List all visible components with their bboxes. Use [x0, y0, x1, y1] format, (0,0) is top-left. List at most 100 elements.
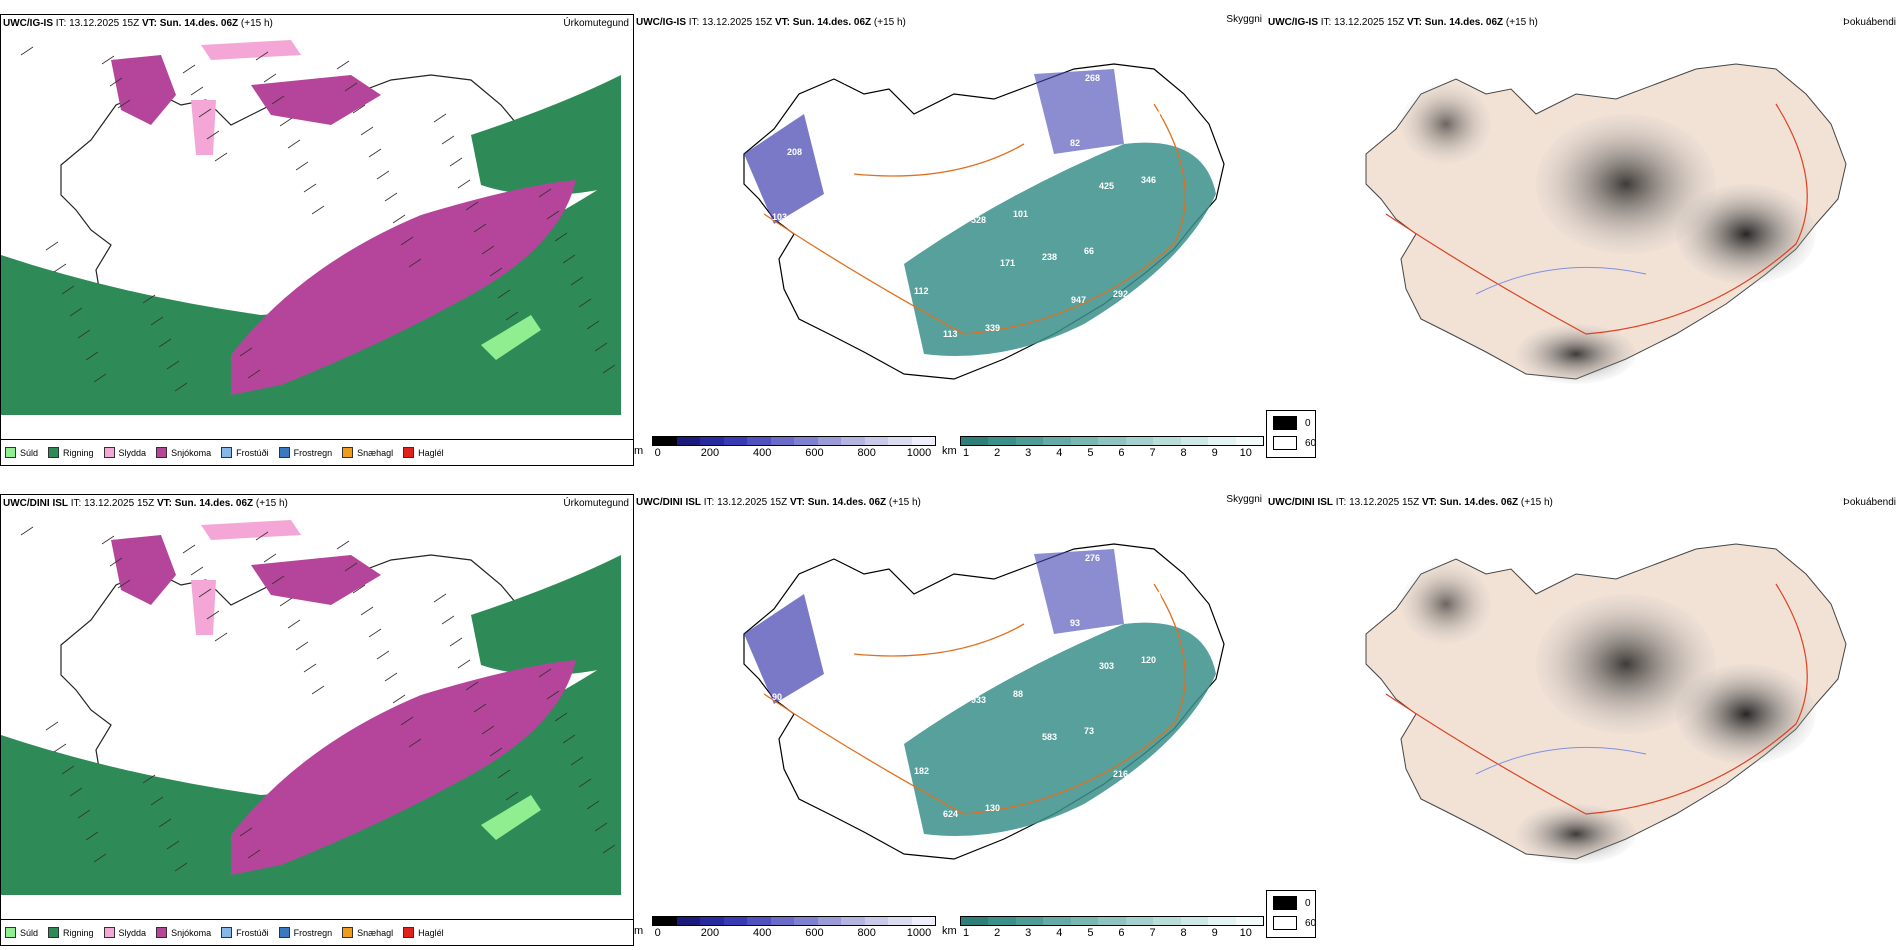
ceiling-number: 268: [1085, 73, 1100, 83]
legend-label: Súld: [20, 927, 39, 938]
colorbar-tick: 0: [654, 927, 661, 939]
colorbar-segment: [1015, 437, 1044, 445]
ceiling-number: 82: [1070, 138, 1080, 148]
legend-label: Slydda: [118, 927, 147, 938]
legend-swatch: [403, 447, 415, 458]
ptype-map-title-row1: Úrkomutegund: [563, 18, 629, 29]
fog-map-title-row1: Þokuábendi: [1843, 17, 1896, 28]
ceiling-number: 509: [758, 584, 773, 594]
legend-label: Rigning: [63, 447, 94, 458]
ceiling-number: 63: [928, 544, 938, 554]
colorbar-tick: 400: [753, 447, 772, 459]
colorbar-segment: [1180, 917, 1209, 925]
colorbar-tick: 600: [805, 447, 824, 459]
ptype-legend-item: Snæhagl: [342, 927, 393, 938]
colorbar-segment: [653, 437, 677, 445]
visibility-colorbar-row2: km 1 2 3 4 5 6 7 8 9 10: [942, 916, 1264, 942]
ceiling-number: 278: [1127, 547, 1142, 557]
ceiling-number: 798: [872, 772, 887, 782]
legend-label: Snjókoma: [171, 447, 212, 458]
fog-panel-row2: UWC/DINI ISL IT: 13.12.2025 15Z VT: Sun.…: [1266, 494, 1900, 946]
colorbar-tick: 4: [1056, 447, 1063, 459]
ceiling-number: 77: [857, 837, 867, 847]
ceiling-number: 947: [1071, 295, 1086, 305]
colorbar-unit: m: [634, 925, 644, 937]
ptype-legend-item: Snæhagl: [342, 447, 393, 458]
colorbar-tick: 7: [1149, 447, 1156, 459]
ptype-legend-item: Haglél: [403, 447, 444, 458]
ptype-legend-item: Frostregn: [278, 927, 333, 938]
ceiling-number: 105: [786, 320, 801, 330]
ptype-legend-item: Snjókoma: [156, 927, 211, 938]
ceiling-number: 297: [844, 76, 859, 86]
ptype-legend-item: Rigning: [48, 447, 94, 458]
ceiling-number: 409: [773, 369, 788, 379]
ceiling-number: 581: [1127, 67, 1142, 77]
ptype-panel-row1: UWC/IG-IS IT: 13.12.2025 15Z VT: Sun. 14…: [0, 14, 634, 466]
legend-label: Snæhagl: [357, 447, 394, 458]
colorbar-segment: [888, 437, 912, 445]
colorbar-segment: [1208, 917, 1236, 925]
colorbar-tick: 400: [753, 927, 772, 939]
ceiling-number: 425: [1099, 181, 1114, 191]
legend-swatch: [5, 927, 16, 938]
ceiling-number: 66: [1084, 246, 1094, 256]
ptype-legend-item: Slydda: [103, 447, 146, 458]
legend-swatch: [342, 447, 354, 458]
colorbar-segment: [747, 437, 771, 445]
colorbar-segment: [1153, 917, 1181, 925]
ceiling-number: 63: [928, 64, 938, 74]
fog-map-row2: [1365, 543, 1847, 864]
colorbar-segment: [794, 917, 818, 925]
colorbar-tick: 3: [1025, 447, 1032, 459]
colorbar-tick: 800: [857, 927, 876, 939]
legend-swatch: [103, 927, 115, 938]
visibility-colorbar-row1: km 1 2 3 4 5 6 7 8 9 10: [942, 436, 1264, 462]
ceiling-number: 88: [1013, 689, 1023, 699]
fog-title-row2: UWC/DINI ISL IT: 13.12.2025 15Z VT: Sun.…: [1268, 497, 1553, 508]
ceiling-title-row2: UWC/DINI ISL IT: 13.12.2025 15Z VT: Sun.…: [636, 497, 921, 508]
colorbar-segment: [988, 437, 1016, 445]
ceiling-map-row2: 185 121 190 127 88 73 132 107 77 63 130 93 120 90 189 1…: [729, 541, 1225, 860]
legend-swatch: [156, 447, 168, 458]
colorbar-segment: [864, 437, 888, 445]
colorbar-unit: m: [634, 445, 644, 457]
ceiling-number: 224: [886, 550, 901, 560]
ptype-legend-row2: Súld Rigning Slydda Snjókoma Frostúði Frostre…: [1, 919, 633, 945]
ptype-legend-item: Frostúði: [221, 447, 269, 458]
colorbar-segment: [1015, 917, 1044, 925]
fog-title-row1: UWC/IG-IS IT: 13.12.2025 15Z VT: Sun. 14…: [1268, 17, 1538, 28]
colorbar-segment: [770, 917, 794, 925]
ceiling-title-row1: UWC/IG-IS IT: 13.12.2025 15Z VT: Sun. 14…: [636, 17, 906, 28]
colorbar-tick: 200: [700, 447, 720, 459]
legend-label: Frostregn: [293, 927, 333, 938]
ceiling-number: 293: [871, 135, 886, 145]
ceiling-number: 127: [942, 652, 957, 662]
ceiling-number: 121: [800, 578, 815, 588]
colorbar-segment: [1235, 437, 1263, 445]
fog-panel-row1: UWC/IG-IS IT: 13.12.2025 15Z VT: Sun. 14…: [1266, 14, 1900, 466]
ceiling-number: 933: [971, 695, 986, 705]
ceiling-number: 47: [1156, 590, 1166, 600]
colorbar-tick: 200: [700, 927, 720, 939]
ceiling-number: 190: [871, 615, 886, 625]
colorbar-segment: [817, 917, 841, 925]
fog-legend-row2: 0 60: [1266, 890, 1316, 938]
elevation-colorbar-row2: m 0 200 400 600 800 1000: [634, 916, 936, 942]
colorbar-segment: [1070, 437, 1099, 445]
ceiling-number: 528: [971, 215, 986, 225]
ceiling-number: 189: [843, 729, 858, 739]
ptype-legend-item: Snjókoma: [156, 447, 211, 458]
ptype-title-row1: UWC/IG-IS IT: 13.12.2025 15Z VT: Sun. 14…: [3, 18, 273, 29]
ceiling-number: 134: [1028, 624, 1043, 634]
colorbar-segment: [794, 437, 818, 445]
colorbar-tick: 2: [994, 447, 1001, 459]
colorbar-segment: [700, 437, 724, 445]
colorbar-tick: 2: [994, 927, 1001, 939]
ceiling-number: 73: [1084, 726, 1094, 736]
ceiling-number: 430: [942, 172, 957, 182]
ceiling-map-title-row1: Skyggni: [1226, 14, 1262, 25]
colorbar-segment: [911, 437, 935, 445]
colorbar-tick: 10: [1239, 447, 1252, 459]
colorbar-segment: [747, 917, 771, 925]
